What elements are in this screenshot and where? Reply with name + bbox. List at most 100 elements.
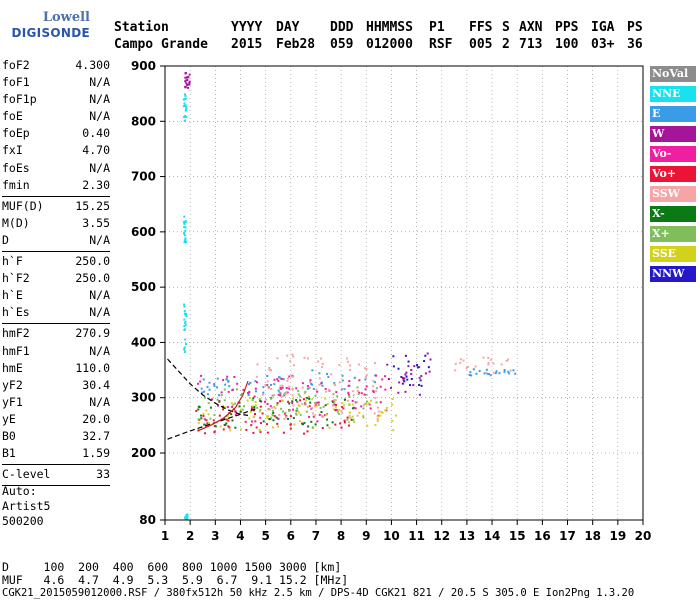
legend-item-x-plus: X+	[650, 226, 696, 242]
data-point	[232, 388, 235, 391]
data-point	[404, 354, 407, 357]
data-point	[227, 419, 230, 422]
data-point	[292, 416, 295, 419]
data-point	[335, 408, 338, 411]
data-point	[337, 412, 340, 415]
data-point	[273, 378, 276, 381]
data-point	[238, 405, 241, 408]
data-point	[203, 396, 206, 399]
data-point	[212, 419, 215, 422]
param-name: M(D)	[2, 215, 30, 230]
data-point	[505, 359, 508, 362]
legend-item-x-minus: X-	[650, 206, 696, 222]
data-point	[376, 406, 379, 409]
data-point	[289, 423, 292, 426]
data-point	[303, 421, 306, 424]
data-point	[514, 372, 517, 375]
param-value: N/A	[89, 343, 110, 358]
data-point	[331, 421, 334, 424]
data-point	[249, 410, 252, 413]
data-point	[240, 428, 243, 431]
data-point	[292, 375, 295, 378]
param-name: foF2	[2, 58, 30, 72]
data-point	[459, 358, 462, 361]
data-point	[405, 375, 408, 378]
data-point	[385, 409, 388, 412]
param-name: MUF(D)	[2, 198, 44, 213]
data-point	[492, 362, 495, 365]
data-point	[316, 401, 319, 404]
data-point	[311, 398, 314, 401]
data-point	[282, 378, 285, 381]
data-point	[197, 408, 200, 411]
param-name: fmin	[2, 177, 30, 192]
data-point	[353, 421, 356, 424]
data-point	[331, 404, 334, 407]
data-point	[340, 388, 343, 391]
x-tick-label: 16	[534, 529, 551, 543]
data-point	[226, 375, 229, 378]
x-tick-label: 9	[362, 529, 370, 543]
data-point	[296, 407, 299, 410]
param-row: yF2 30.4	[2, 378, 110, 395]
data-point	[277, 379, 280, 382]
data-point	[242, 405, 245, 408]
data-point	[489, 374, 492, 377]
data-point	[246, 399, 249, 402]
data-point	[183, 222, 186, 225]
data-point	[273, 414, 276, 417]
data-point	[184, 320, 187, 323]
data-point	[293, 364, 296, 367]
data-point	[397, 367, 400, 370]
data-point	[266, 383, 269, 386]
data-point	[379, 401, 382, 404]
data-point	[324, 397, 327, 400]
data-point	[225, 422, 228, 425]
data-point	[305, 399, 308, 402]
auto-version: 500200	[2, 514, 44, 528]
y-tick-label: 900	[131, 59, 156, 73]
data-point	[348, 414, 351, 417]
data-point	[185, 313, 188, 316]
x-tick-label: 18	[584, 529, 601, 543]
data-point	[268, 366, 271, 369]
data-point	[270, 397, 273, 400]
data-point	[416, 363, 419, 366]
data-point	[184, 104, 187, 107]
data-point	[373, 362, 376, 365]
logo-lowell: Lowell	[42, 10, 90, 25]
param-value: N/A	[89, 75, 110, 90]
data-point	[308, 395, 311, 398]
data-point	[353, 376, 356, 379]
data-point	[279, 400, 282, 403]
data-point	[280, 407, 283, 410]
data-point	[391, 419, 394, 422]
data-point	[285, 386, 288, 389]
data-point	[368, 402, 371, 405]
data-point	[281, 386, 284, 389]
data-point	[186, 83, 189, 86]
x-tick-label: 3	[211, 529, 219, 543]
data-point	[271, 406, 274, 409]
data-point	[291, 394, 294, 397]
param-row: hmE 110.0	[2, 361, 110, 378]
plot-frame	[164, 65, 644, 521]
param-row: foF1 N/A	[2, 75, 110, 92]
header-axn: AXN	[519, 20, 543, 35]
data-point	[252, 416, 255, 419]
data-point	[327, 375, 330, 378]
data-point	[183, 318, 186, 321]
data-point	[321, 384, 324, 387]
data-point	[325, 390, 328, 393]
data-point	[485, 371, 488, 374]
data-point	[208, 422, 211, 425]
data-point	[183, 303, 186, 306]
data-point	[512, 369, 515, 372]
data-point	[227, 425, 230, 428]
header-station: Station	[114, 20, 169, 35]
data-point	[474, 365, 477, 368]
param-row: foF2 4.300	[2, 58, 110, 75]
data-point	[356, 389, 359, 392]
data-point	[351, 399, 354, 402]
param-row: foEp 0.40	[2, 126, 110, 143]
